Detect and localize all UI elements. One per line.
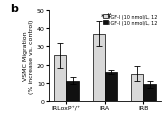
Legend: IGF-I (10 nmol/L, 12, IGF-I (10 nmol/L, 12: IGF-I (10 nmol/L, 12, IGF-I (10 nmol/L, … — [102, 14, 158, 26]
Text: *: * — [100, 13, 104, 19]
Bar — [143, 85, 156, 101]
Text: b: b — [10, 4, 18, 14]
Bar — [54, 56, 66, 101]
Bar — [131, 74, 143, 101]
Text: #: # — [105, 13, 111, 19]
Bar — [93, 34, 105, 101]
Y-axis label: VSMC Migration
(% increase vs. control): VSMC Migration (% increase vs. control) — [23, 19, 34, 93]
Bar — [66, 81, 79, 101]
Bar — [105, 72, 117, 101]
